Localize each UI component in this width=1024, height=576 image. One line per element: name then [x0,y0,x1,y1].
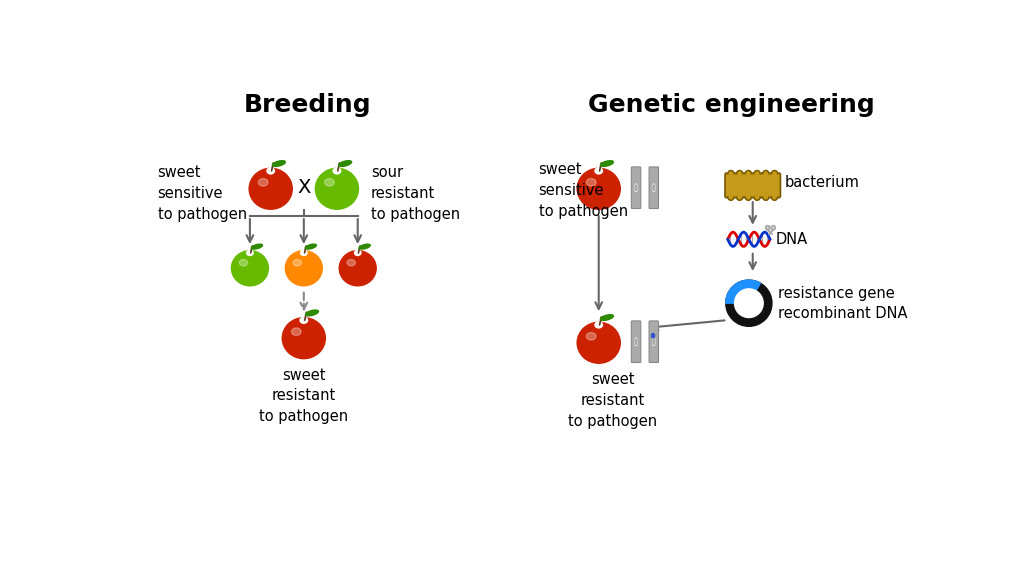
Text: DNA: DNA [776,232,808,247]
Ellipse shape [771,192,778,200]
Ellipse shape [286,251,323,286]
Ellipse shape [305,310,318,316]
Ellipse shape [272,161,286,166]
Text: sweet
sensitive
to pathogen: sweet sensitive to pathogen [539,162,628,219]
Ellipse shape [247,251,253,256]
FancyBboxPatch shape [632,321,641,362]
FancyBboxPatch shape [725,173,780,198]
Ellipse shape [283,318,326,359]
Ellipse shape [240,259,248,266]
Ellipse shape [300,317,307,323]
Ellipse shape [359,244,371,249]
Ellipse shape [635,339,637,344]
Ellipse shape [754,170,761,179]
Ellipse shape [339,161,351,166]
Ellipse shape [315,168,358,209]
Text: resistance gene: resistance gene [778,286,895,301]
Ellipse shape [652,338,655,345]
Ellipse shape [595,168,602,174]
Ellipse shape [736,192,742,200]
Text: Genetic engineering: Genetic engineering [588,93,874,117]
Text: sweet: sweet [591,373,634,388]
Text: resistant
to pathogen: resistant to pathogen [259,388,348,424]
Ellipse shape [231,251,268,286]
Ellipse shape [635,184,637,191]
Ellipse shape [354,251,360,256]
Ellipse shape [653,185,654,191]
Ellipse shape [771,170,778,179]
FancyBboxPatch shape [649,167,658,209]
Ellipse shape [587,332,596,340]
Ellipse shape [251,244,262,249]
FancyBboxPatch shape [649,321,658,362]
Ellipse shape [736,170,742,179]
Ellipse shape [745,192,752,200]
Ellipse shape [293,259,301,266]
Ellipse shape [763,170,769,179]
Wedge shape [726,280,761,303]
Ellipse shape [578,323,621,363]
FancyBboxPatch shape [632,167,641,209]
Ellipse shape [745,170,752,179]
Text: X: X [297,178,310,197]
Ellipse shape [754,192,761,200]
Ellipse shape [325,179,334,186]
Ellipse shape [578,168,621,209]
Ellipse shape [333,168,341,174]
Text: bacterium: bacterium [785,175,860,190]
Ellipse shape [301,251,307,256]
Ellipse shape [651,334,654,338]
Ellipse shape [728,192,734,200]
Text: Breeding: Breeding [244,93,372,117]
Ellipse shape [339,251,376,286]
Ellipse shape [652,184,655,191]
Text: sour
resistant
to pathogen: sour resistant to pathogen [371,165,460,222]
Circle shape [734,289,763,317]
Text: sweet
sensitive
to pathogen: sweet sensitive to pathogen [158,165,247,222]
Ellipse shape [600,161,613,166]
Ellipse shape [635,338,637,345]
Text: sweet: sweet [282,368,326,383]
Ellipse shape [728,170,734,179]
Ellipse shape [347,259,355,266]
Ellipse shape [587,179,596,186]
Ellipse shape [595,322,602,328]
Ellipse shape [653,339,654,344]
Ellipse shape [292,328,301,335]
Ellipse shape [267,168,274,174]
Ellipse shape [763,192,769,200]
Ellipse shape [600,314,613,320]
Ellipse shape [635,185,637,191]
Ellipse shape [258,179,268,186]
Text: recombinant DNA: recombinant DNA [778,306,907,321]
Text: resistant
to pathogen: resistant to pathogen [568,392,657,429]
Ellipse shape [305,244,316,249]
Ellipse shape [249,168,292,209]
